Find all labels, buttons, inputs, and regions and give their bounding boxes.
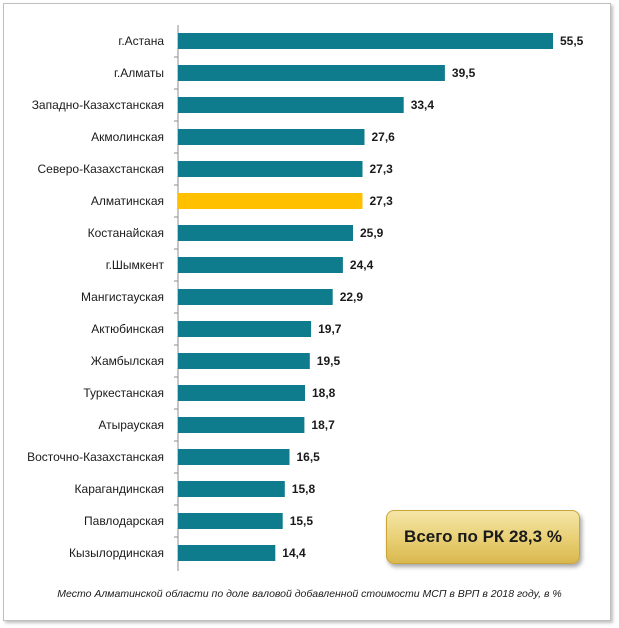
bar [178, 481, 285, 497]
category-label: г.Шымкент [106, 258, 165, 272]
value-label: 18,8 [312, 386, 336, 400]
category-label: Западно-Казахстанская [32, 98, 164, 112]
value-label: 24,4 [350, 258, 374, 272]
category-label: Акмолинская [91, 130, 164, 144]
chart-caption: Место Алматинской области по доле валово… [57, 588, 562, 600]
bar [178, 513, 283, 529]
bar [178, 65, 445, 81]
value-label: 15,5 [290, 514, 314, 528]
category-label: г.Алматы [114, 66, 164, 80]
value-label: 22,9 [340, 290, 364, 304]
category-label: Актюбинская [91, 322, 164, 336]
value-label: 27,6 [372, 130, 396, 144]
value-label: 27,3 [370, 194, 394, 208]
value-label: 33,4 [411, 98, 435, 112]
bar [178, 257, 343, 273]
bar [178, 545, 276, 561]
bar [178, 33, 553, 49]
bar [178, 225, 353, 241]
category-label: Павлодарская [84, 514, 164, 528]
bar [178, 289, 333, 305]
bar [178, 161, 363, 177]
value-label: 19,5 [317, 354, 341, 368]
category-label: Атырауская [98, 418, 164, 432]
value-label: 19,7 [318, 322, 342, 336]
value-label: 18,7 [311, 418, 335, 432]
value-label: 16,5 [297, 450, 321, 464]
value-label: 27,3 [370, 162, 394, 176]
category-label: Алматинская [91, 194, 164, 208]
bar [178, 129, 365, 145]
bar [178, 97, 404, 113]
category-label: Кызылординская [69, 546, 164, 560]
category-label: Карагандинская [75, 482, 164, 496]
bar [178, 449, 290, 465]
category-label: Восточно-Казахстанская [27, 450, 164, 464]
total-badge: Всего по РК 28,3 % [386, 510, 580, 564]
category-label: г.Астана [118, 34, 164, 48]
bar [178, 417, 305, 433]
category-label: Туркестанская [83, 386, 164, 400]
value-label: 55,5 [560, 34, 584, 48]
value-label: 14,4 [282, 546, 306, 560]
value-label: 25,9 [360, 226, 384, 240]
bar [178, 193, 363, 209]
bar [178, 321, 312, 337]
category-label: Костанайская [88, 226, 164, 240]
value-label: 15,8 [292, 482, 316, 496]
bar [178, 385, 305, 401]
value-label: 39,5 [452, 66, 476, 80]
category-label: Мангистауская [81, 290, 164, 304]
category-label: Северо-Казахстанская [37, 162, 164, 176]
category-label: Жамбылская [91, 354, 164, 368]
bar [178, 353, 310, 369]
